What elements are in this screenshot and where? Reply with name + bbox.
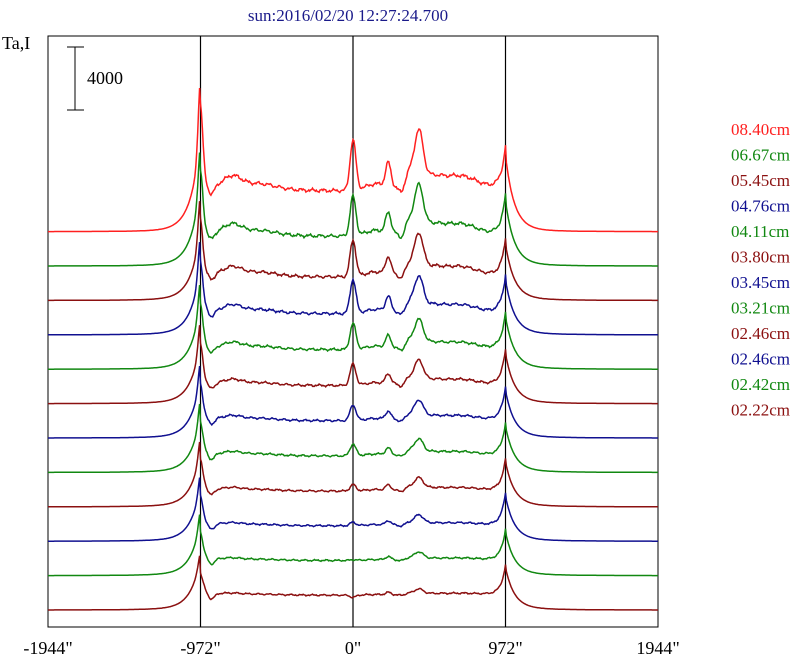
series-line-5 [48,325,658,405]
legend-entry-2: 05.45cm [731,171,790,190]
series-line-7 [48,403,658,474]
legend-entry-9: 02.46cm [731,350,790,369]
series-line-2 [48,201,658,302]
series-line-3 [48,242,658,336]
legend-entry-0: 08.40cm [731,120,790,139]
legend-entry-8: 02.46cm [731,324,790,343]
series-line-4 [48,285,658,370]
series-line-1 [48,152,658,267]
scale-bar: 4000 [67,46,123,111]
legend-entry-3: 04.76cm [731,197,790,216]
x-tick-label-4: 1944" [636,638,679,658]
scale-bar-label: 4000 [87,68,123,88]
x-tick-label-1: -972" [180,638,220,658]
series-line-6 [48,366,658,439]
series-line-10 [48,514,658,577]
legend-entry-6: 03.45cm [731,273,790,292]
series-line-11 [48,555,658,611]
x-tick-label-2: 0" [345,638,361,658]
legend-entry-1: 06.67cm [731,146,790,165]
legend-entry-11: 02.22cm [731,401,790,420]
chart-title: sun:2016/02/20 12:27:24.700 [248,6,448,25]
series-line-8 [48,441,658,508]
legend-entry-5: 03.80cm [731,248,790,267]
x-axis-ticks: -1944" -972" 0" 972" 1944" [23,638,679,658]
series-group [48,87,658,611]
legend-entry-4: 04.11cm [731,222,789,241]
x-tick-label-0: -1944" [23,638,72,658]
legend: 08.40cm 06.67cm 05.45cm 04.76cm 04.11cm 03.80… [731,120,790,420]
series-line-9 [48,477,658,542]
legend-entry-10: 02.42cm [731,375,790,394]
vertical-reference-lines [199,36,507,627]
series-line-0 [48,87,658,233]
x-tick-label-3: 972" [488,638,522,658]
legend-entry-7: 03.21cm [731,299,790,318]
y-axis-label: Ta,I [2,33,30,53]
